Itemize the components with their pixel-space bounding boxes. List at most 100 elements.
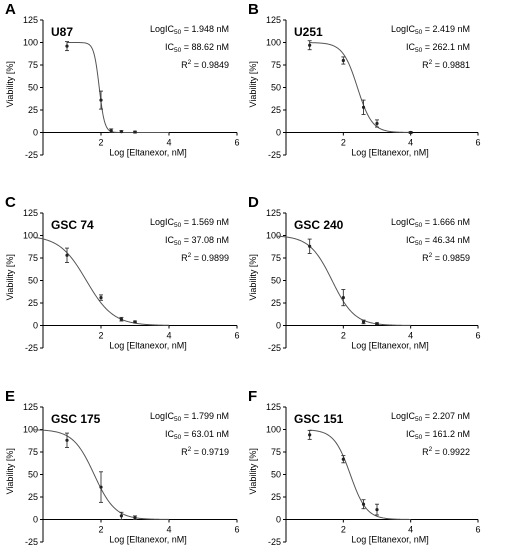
y-tick-label: 75 [28, 447, 38, 457]
x-axis-title: Log [Eltanexor, nM] [351, 341, 429, 351]
cell-line-name: U87 [51, 25, 73, 39]
ic50-label: IC [406, 235, 416, 245]
r2-superscript: 2 [188, 446, 192, 453]
y-tick-label: 125 [23, 208, 38, 218]
data-point [341, 58, 345, 63]
ic50-subscript: 50 [174, 47, 182, 54]
data-point [119, 514, 123, 518]
x-tick-label: 2 [98, 525, 103, 535]
y-tick-label: 0 [33, 128, 38, 138]
r2-stat: R2 = 0.9922 [422, 446, 470, 457]
logic50-label: LogIC [391, 217, 416, 227]
r2-label: R [181, 447, 188, 457]
y-tick-label: 75 [271, 447, 281, 457]
r2-value: = 0.9881 [432, 60, 470, 70]
ic50-value: = 262.1 nM [422, 42, 470, 52]
cell-line-name: GSC 175 [51, 412, 101, 426]
data-point [133, 320, 137, 324]
y-tick-label: -25 [268, 537, 281, 547]
panel-letter: F [248, 388, 257, 405]
x-tick-label: 6 [475, 525, 480, 535]
x-axis-title: Log [Eltanexor, nM] [351, 148, 429, 158]
panel-f: F -25 0 25 50 75 100 125 2 4 6 Log [Eltanexor, nM] V… [248, 388, 481, 547]
logic50-stat: LogIC50 = 1.799 nM [150, 411, 229, 423]
r2-value: = 0.9922 [432, 447, 470, 457]
ic50-label: IC [406, 42, 416, 52]
r2-value: = 0.9899 [191, 253, 229, 263]
logic50-subscript: 50 [415, 29, 423, 36]
ic50-stat: IC50 = 63.01 nM [165, 429, 229, 441]
x-tick-label: 4 [408, 331, 413, 341]
r2-value: = 0.9719 [191, 447, 229, 457]
logic50-label: LogIC [150, 24, 175, 34]
y-tick-label: 125 [266, 208, 281, 218]
r2-superscript: 2 [429, 446, 433, 453]
r2-stat: R2 = 0.9881 [422, 59, 470, 70]
data-point [375, 121, 379, 126]
ic50-value: = 161.2 nM [422, 429, 470, 439]
x-tick-label: 2 [341, 525, 346, 535]
y-tick-label: -25 [268, 343, 281, 353]
panel-letter: C [5, 194, 16, 211]
r2-stat: R2 = 0.9899 [181, 252, 229, 263]
y-tick-label: 0 [276, 515, 281, 525]
y-tick-label: -25 [25, 343, 38, 353]
r2-superscript: 2 [188, 252, 192, 259]
y-tick-label: 0 [276, 128, 281, 138]
r2-label: R [422, 60, 429, 70]
y-tick-label: 50 [271, 276, 281, 286]
x-tick-label: 2 [341, 138, 346, 148]
logic50-value: = 1.666 nM [422, 217, 470, 227]
y-tick-label: 125 [266, 402, 281, 412]
panel-letter: B [248, 1, 259, 18]
x-tick-label: 4 [166, 331, 171, 341]
data-point [99, 98, 103, 102]
y-tick-label: 125 [266, 15, 281, 25]
logic50-label: LogIC [150, 217, 175, 227]
x-axis-title: Log [Eltanexor, nM] [109, 535, 187, 545]
ic50-value: = 88.62 nM [181, 42, 229, 52]
ic50-label: IC [406, 429, 416, 439]
x-tick-label: 6 [234, 525, 239, 535]
y-tick-label: 50 [271, 83, 281, 93]
y-tick-label: -25 [25, 150, 38, 160]
data-point [361, 320, 366, 324]
data-point [99, 485, 103, 489]
panel-b: B -25 0 25 50 75 100 125 2 4 6 Log [Eltanexor, nM] V… [248, 1, 481, 160]
logic50-value: = 1.799 nM [181, 411, 229, 421]
panel-letter: E [5, 388, 15, 405]
data-point [308, 43, 312, 47]
logic50-label: LogIC [150, 411, 175, 421]
y-tick-label: 75 [28, 253, 38, 263]
r2-value: = 0.9859 [432, 253, 470, 263]
x-tick-label: 2 [98, 331, 103, 341]
ic50-stat: IC50 = 262.1 nM [406, 42, 470, 54]
data-point [308, 244, 312, 248]
panel-c: C -25 0 25 50 75 100 125 2 4 6 Log [Eltanexor, nM] V… [5, 194, 240, 353]
cell-line-name: U251 [294, 25, 323, 39]
data-point [119, 130, 123, 134]
ic50-value: = 46.34 nM [422, 235, 470, 245]
y-tick-label: 75 [28, 60, 38, 70]
logic50-value: = 1.569 nM [181, 217, 229, 227]
y-axis-title: Viability [%] [248, 254, 258, 300]
ic50-value: = 37.08 nM [181, 235, 229, 245]
ic50-label: IC [165, 429, 175, 439]
r2-stat: R2 = 0.9719 [181, 446, 229, 457]
r2-superscript: 2 [429, 59, 433, 66]
r2-superscript: 2 [188, 59, 192, 66]
ic50-subscript: 50 [415, 240, 423, 247]
ic50-value: = 63.01 nM [181, 429, 229, 439]
data-point [109, 129, 113, 133]
ic50-stat: IC50 = 46.34 nM [406, 235, 470, 247]
cell-line-name: GSC 151 [294, 412, 344, 426]
ic50-stat: IC50 = 88.62 nM [165, 42, 229, 54]
x-tick-label: 4 [166, 525, 171, 535]
panel-e: E -25 0 25 50 75 100 125 2 4 6 Log [Eltanexor, nM] V… [5, 388, 240, 547]
y-tick-label: 25 [271, 492, 281, 502]
ic50-subscript: 50 [415, 47, 423, 54]
y-axis-title: Viability [%] [248, 61, 258, 107]
cell-line-name: GSC 240 [294, 218, 344, 232]
r2-label: R [422, 447, 429, 457]
